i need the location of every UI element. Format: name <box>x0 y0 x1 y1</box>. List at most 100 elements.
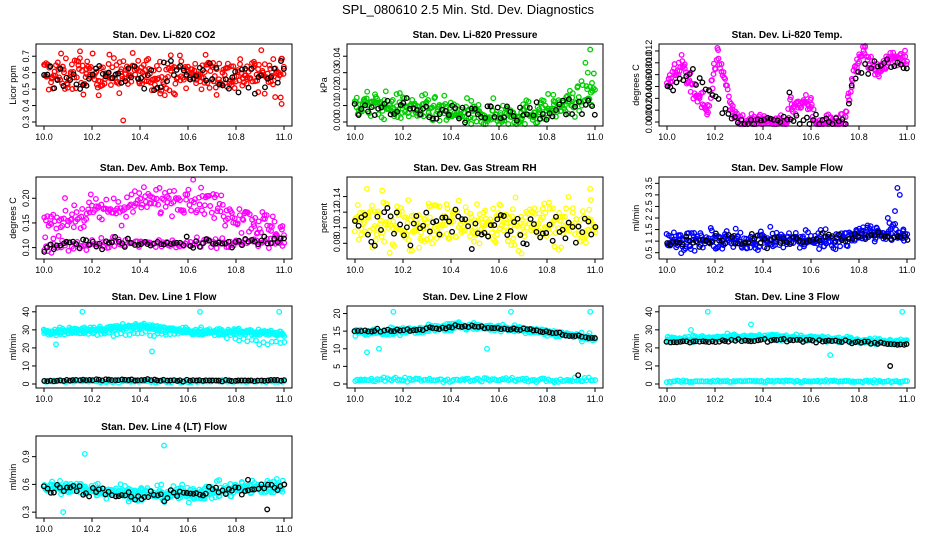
point-upper <box>78 213 85 220</box>
x-tick-label: 10.2 <box>83 394 101 404</box>
panel-title: Stan. Dev. Gas Stream RH <box>413 163 536 174</box>
point-avg <box>215 239 222 246</box>
point-avg <box>203 77 210 84</box>
point-avg <box>57 65 64 72</box>
point-avg <box>131 241 138 248</box>
point-all <box>89 50 96 57</box>
point-avg <box>44 244 50 251</box>
point-all <box>455 197 462 204</box>
point-all <box>422 91 429 98</box>
point-all <box>156 66 162 73</box>
point-all <box>277 71 284 78</box>
point-all <box>551 243 558 250</box>
point-avg <box>193 238 200 245</box>
point-all <box>405 237 412 244</box>
point-all <box>228 81 235 88</box>
point-avg <box>261 233 268 240</box>
point-all <box>198 86 205 93</box>
point-avg <box>70 71 77 78</box>
point-avg <box>459 104 466 111</box>
x-tick-label: 10.0 <box>658 394 676 404</box>
point-avg <box>394 108 401 115</box>
point-upper <box>246 211 253 218</box>
y-tick-label: 0.3 <box>21 506 31 519</box>
panel-4: Stan. Dev. Amb. Box Temp.10.0 10.2 10.4 10.… <box>8 163 293 275</box>
point-avg <box>706 87 712 94</box>
point-avg <box>51 85 58 92</box>
point-all <box>446 234 453 241</box>
point-avg <box>462 119 468 126</box>
point-all <box>472 224 479 231</box>
point-all <box>192 60 199 67</box>
point-avg <box>209 76 216 82</box>
point-avg <box>722 105 729 112</box>
point-avg <box>546 110 553 117</box>
point-all <box>172 91 178 98</box>
point-all <box>433 202 440 209</box>
point-avg <box>264 240 271 247</box>
point-avg <box>702 86 709 93</box>
point-avg <box>109 75 116 81</box>
x-tick-label: 10.2 <box>394 132 412 142</box>
point-outlier-upper <box>197 308 203 315</box>
point-upper <box>116 208 123 215</box>
y-tick-label: 10 <box>644 361 654 371</box>
point-all <box>129 50 136 56</box>
point-outlier-upper <box>587 308 594 315</box>
point-all <box>71 74 78 81</box>
point-avg <box>141 85 148 92</box>
x-tick-label: 10.4 <box>754 132 772 142</box>
point-upper <box>79 205 86 212</box>
point-avg <box>60 83 67 89</box>
point-upper <box>271 218 278 225</box>
point-avg <box>468 246 475 252</box>
point-avg <box>351 100 358 107</box>
point-all <box>216 60 223 67</box>
point-upper <box>208 209 215 216</box>
point-all <box>69 86 76 92</box>
point-avg <box>423 103 430 110</box>
point-avg <box>565 96 572 103</box>
point-avg <box>47 63 54 70</box>
points <box>351 46 598 127</box>
point-avg <box>239 242 245 249</box>
point-upper <box>130 208 136 215</box>
point-avg <box>400 100 407 106</box>
point-all <box>382 88 389 95</box>
point-avg <box>381 209 388 216</box>
point-avg <box>497 115 504 122</box>
point-upper <box>171 187 178 194</box>
point-avg <box>106 239 112 246</box>
point-upper <box>80 223 87 230</box>
point-all <box>569 90 576 97</box>
y-axis-label: ml/min <box>319 334 329 361</box>
point-upper <box>138 204 145 211</box>
point-all <box>705 109 711 116</box>
point-avg <box>543 116 550 123</box>
point-outlier-all <box>161 442 167 449</box>
point-upper <box>57 224 64 231</box>
point-avg <box>368 104 375 111</box>
point-avg <box>105 69 112 76</box>
point-all <box>394 114 401 120</box>
point-avg <box>267 74 274 81</box>
point-all <box>488 229 495 236</box>
point-all <box>589 80 595 86</box>
y-tick-label: 0.4 <box>21 99 31 112</box>
point-all <box>390 218 397 225</box>
point-avg <box>164 78 170 85</box>
point-avg <box>465 111 472 117</box>
point-lower <box>98 235 105 241</box>
point-all <box>172 80 179 87</box>
y-tick-label: 20 <box>332 309 342 319</box>
y-tick-label: 2 <box>644 215 654 220</box>
point-all <box>68 61 75 68</box>
point-all <box>482 207 489 214</box>
point-avg <box>173 66 180 73</box>
point-all <box>110 55 117 62</box>
y-axis-label: ml/min <box>8 334 18 361</box>
point-all <box>518 115 525 122</box>
y-tick-label: 0.012 <box>644 40 654 63</box>
point-upper <box>222 222 229 229</box>
point-all <box>107 82 114 88</box>
